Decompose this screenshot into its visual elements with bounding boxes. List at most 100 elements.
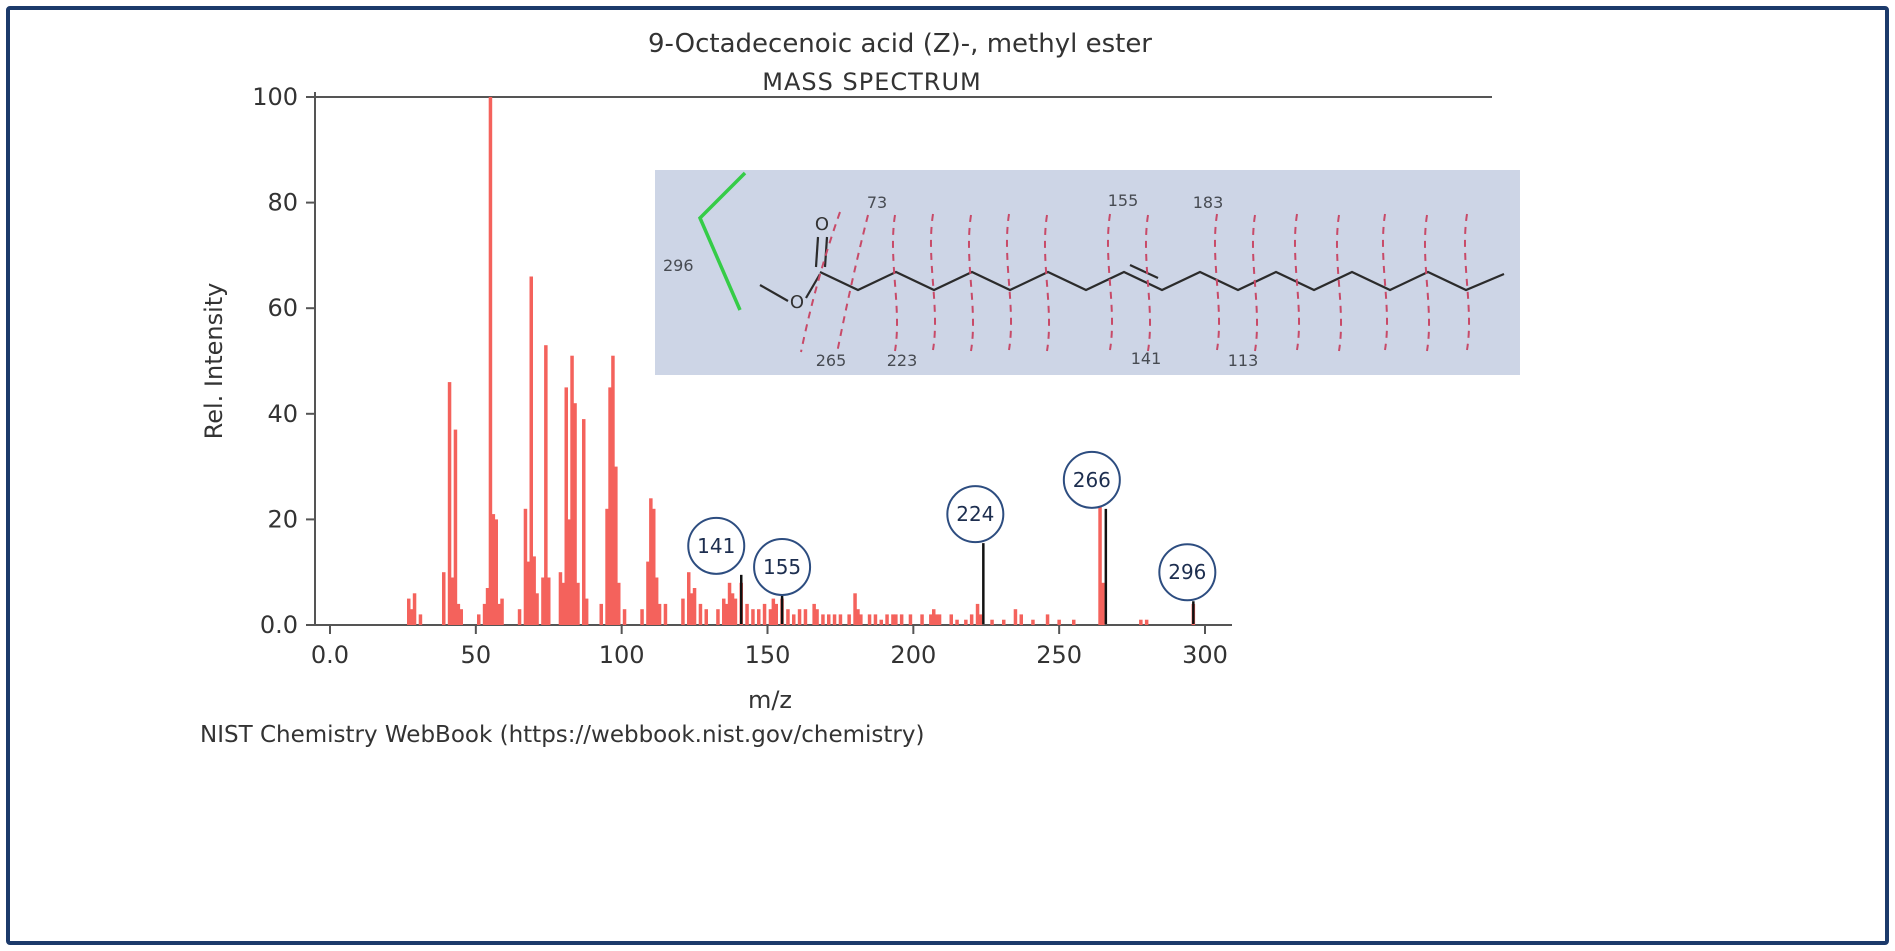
spectrum-peak — [576, 582, 580, 625]
spectrum-peak — [547, 577, 551, 625]
fragmentation-dashes — [800, 211, 1470, 354]
annotation-label: 224 — [956, 502, 994, 526]
spectrum-peak — [1045, 614, 1050, 625]
annotation-label: 266 — [1073, 468, 1111, 492]
spectrum-peak — [792, 614, 796, 625]
spectrum-peak — [611, 355, 615, 625]
spectrum-peak — [573, 403, 577, 625]
spectrum-peak — [544, 345, 548, 625]
annotation-circle — [1062, 450, 1121, 509]
spectrum-peak — [482, 603, 487, 625]
spectrum-peak — [558, 572, 563, 625]
spectrum-peak — [722, 598, 726, 625]
annotation-circle — [753, 537, 812, 596]
spectrum-peak — [716, 609, 720, 625]
molecular-ion-bracket — [697, 171, 747, 311]
spectrum-peak — [442, 572, 446, 625]
annotation-circle — [1158, 543, 1217, 602]
y-tick-label: 80 — [267, 189, 298, 217]
spectrum-peak — [949, 614, 953, 625]
spectrum-peak — [937, 614, 942, 625]
spectrum-peak — [1002, 619, 1006, 625]
y-tick-label: 40 — [267, 400, 298, 428]
spectrum-peak — [614, 466, 618, 625]
spectrum-peak — [955, 619, 959, 625]
spectrum-peak — [409, 609, 414, 625]
spectrum-peak — [494, 519, 498, 625]
spectrum-peak — [847, 614, 851, 625]
spectrum-peak — [456, 603, 461, 625]
spectrum-peak — [704, 609, 708, 625]
x-tick-label: 100 — [599, 641, 645, 669]
spectrum-peak — [564, 387, 568, 625]
spectrum-peak — [730, 593, 735, 625]
fragment-dash — [1294, 213, 1300, 351]
bond-methyl-o — [759, 284, 789, 302]
spectrum-peak — [774, 603, 778, 625]
spectrum-peak — [1144, 619, 1149, 625]
spectrum-peak — [450, 577, 455, 625]
y-tick-label: 0.0 — [260, 611, 298, 639]
y-axis-ticks: 0.0 20 40 60 80 100 — [252, 83, 315, 639]
spectrum-peak — [608, 387, 612, 625]
spectrum-peak — [867, 614, 872, 625]
spectrum-peak — [727, 582, 732, 625]
spectrum-peak — [617, 582, 621, 625]
spectrum-peak — [932, 609, 936, 625]
spectrum-peak — [532, 556, 536, 625]
spectrum-peak — [681, 598, 685, 625]
spectrum-peak — [654, 577, 659, 625]
fragment-dash — [1464, 213, 1470, 351]
footer-credit: NIST Chemistry WebBook (https://webbook.… — [200, 722, 924, 748]
y-tick-label: 60 — [267, 294, 298, 322]
spectrum-peak — [485, 588, 490, 625]
spectrum-peak — [652, 508, 656, 625]
spectrum-peak — [803, 609, 808, 625]
spectrum-peak — [757, 609, 761, 625]
spectrum-peak — [786, 609, 790, 625]
spectrum-peak — [523, 508, 528, 625]
spectrum-peak — [541, 577, 545, 625]
x-tick-label: 150 — [745, 641, 791, 669]
spectrum-peak — [584, 598, 589, 625]
spectrum-peak — [964, 619, 968, 625]
spectrum-peak — [768, 609, 773, 625]
x-tick-label: 200 — [890, 641, 936, 669]
x-axis-ticks: 0.0 50 100 150 200 250 300 — [311, 625, 1228, 669]
spectrum-peak — [1139, 619, 1143, 625]
spectrum-peak — [657, 603, 662, 625]
molecule-skeleton — [759, 236, 1505, 302]
spectrum-peak — [491, 514, 496, 625]
fragment-dash — [1044, 214, 1050, 352]
spectrum-peak — [570, 355, 574, 625]
spectrum-peak — [821, 614, 825, 625]
fragment-dash — [892, 214, 898, 352]
spectrum-peak — [488, 97, 493, 625]
fragment-label-155: 155 — [1108, 191, 1139, 210]
fragment-label-113: 113 — [1228, 351, 1259, 370]
spectrum-peak — [529, 276, 533, 625]
spectrum-peak — [873, 614, 878, 625]
spectrum-peak — [1057, 619, 1061, 625]
spectrum-peak — [891, 614, 895, 625]
bond-o-carbonyl — [805, 273, 821, 299]
spectrum-peak — [762, 603, 767, 625]
spectrum-peak — [1098, 487, 1102, 625]
peak-annotations: 141 155 224 266 296 — [687, 450, 1217, 624]
spectrum-peak — [622, 609, 627, 625]
spectrum-peak — [827, 614, 831, 625]
spectrum-peak — [646, 561, 650, 625]
spectrum-peak — [1072, 619, 1076, 625]
spectrum-peak — [526, 561, 531, 625]
x-tick-label: 300 — [1182, 641, 1228, 669]
spectrum-peak — [447, 382, 452, 625]
fragment-dash — [1252, 214, 1258, 352]
spectrum-peak — [477, 614, 481, 625]
spectrum-peak — [832, 614, 837, 625]
chart-subtitle: MASS SPECTRUM — [762, 68, 981, 96]
spectrum-peak — [969, 614, 974, 625]
fragment-label-223: 223 — [887, 351, 918, 370]
cc-double-bond-line — [1129, 264, 1159, 279]
fragment-dash — [1145, 214, 1151, 352]
